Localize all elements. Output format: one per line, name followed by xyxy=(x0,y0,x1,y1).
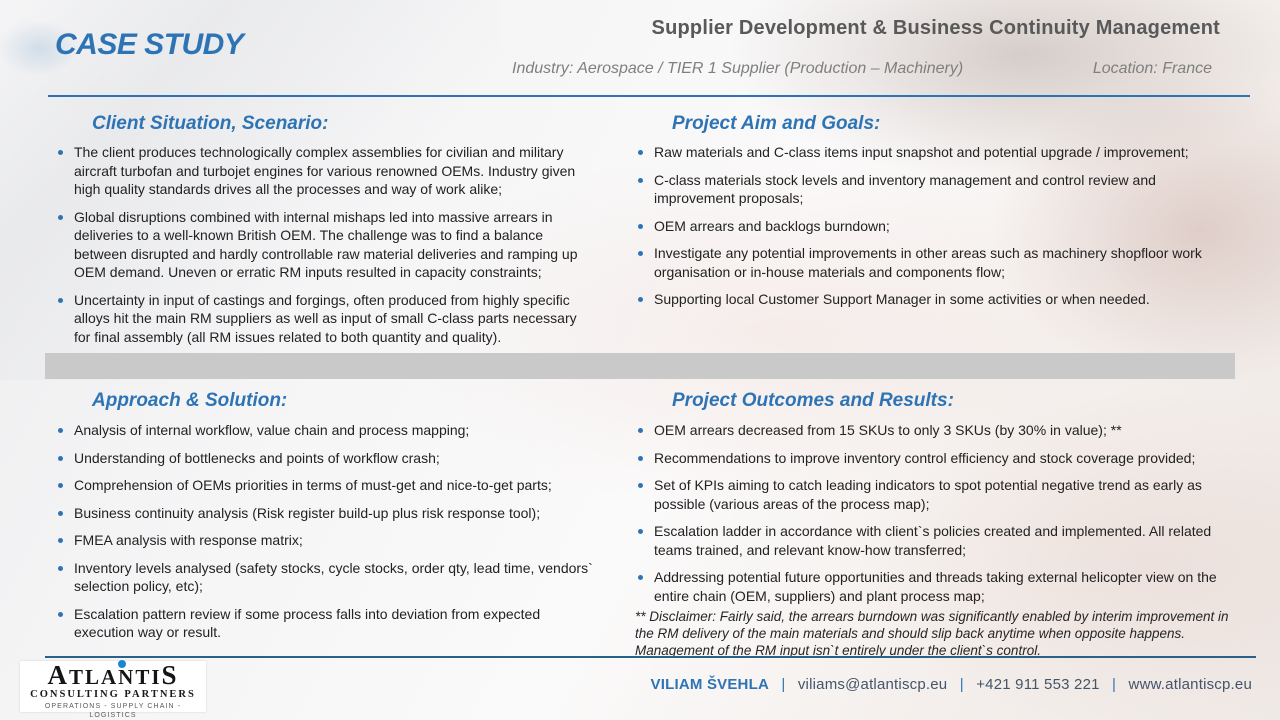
footer-contact: VILIAM ŠVEHLA | viliams@atlantiscp.eu | … xyxy=(651,676,1252,693)
location-label: Location: France xyxy=(1092,60,1212,77)
bullet-icon xyxy=(638,428,643,433)
list-item: Comprehension of OEMs priorities in term… xyxy=(55,476,600,495)
footer-divider-line xyxy=(45,656,1256,658)
bullet-icon xyxy=(638,251,643,256)
background-streak xyxy=(0,0,500,380)
list-item-text: Escalation ladder in accordance with cli… xyxy=(654,523,1212,558)
list-item: OEM arrears decreased from 15 SKUs to on… xyxy=(635,421,1240,440)
bullet-icon xyxy=(638,177,643,183)
bullet-icon xyxy=(638,529,643,534)
disclaimer-note: ** Disclaimer: Fairly said, the arrears … xyxy=(635,609,1229,658)
logo-subtitle: CONSULTING PARTNERS xyxy=(30,689,196,700)
industry-label: Industry: Aerospace / TIER 1 Supplier (P… xyxy=(512,60,964,77)
bullet-icon xyxy=(58,297,63,303)
logo-letter: S xyxy=(161,660,179,690)
bullet-icon xyxy=(58,455,63,461)
bullet-icon xyxy=(58,611,63,617)
list-item: Recommendations to improve inventory con… xyxy=(635,449,1240,468)
approach-solution-list: Analysis of internal workflow, value cha… xyxy=(55,421,600,651)
separator: | xyxy=(959,676,964,693)
list-item-text: Set of KPIs aiming to catch leading indi… xyxy=(654,477,1202,512)
list-item-text: C-class materials stock levels and inven… xyxy=(654,171,1156,207)
list-item-text: OEM arrears decreased from 15 SKUs to on… xyxy=(654,422,1122,438)
list-item-text: Recommendations to improve inventory con… xyxy=(654,449,1196,466)
approach-solution-heading: Approach & Solution: xyxy=(92,390,288,411)
logo-letter: A xyxy=(47,660,69,690)
list-item: Supporting local Customer Support Manage… xyxy=(635,290,1235,309)
list-item-text: Inventory levels analysed (safety stocks… xyxy=(74,559,593,595)
client-situation-list: The client produces technologically comp… xyxy=(55,143,595,355)
bullet-icon xyxy=(58,510,63,516)
list-item-text: Global disruptions combined with interna… xyxy=(74,208,578,281)
list-item-text: Comprehension of OEMs priorities in term… xyxy=(74,477,552,493)
list-item: C-class materials stock levels and inven… xyxy=(635,171,1235,208)
list-item-text: FMEA analysis with response matrix; xyxy=(74,532,303,548)
logo-dot-icon xyxy=(118,660,127,668)
bullet-icon xyxy=(58,538,63,543)
contact-website: www.atlantiscp.eu xyxy=(1128,676,1252,693)
list-item-text: Uncertainty in input of castings and for… xyxy=(74,291,577,345)
contact-name: VILIAM ŠVEHLA xyxy=(650,676,769,693)
logo-wordmark: ATLANTIS xyxy=(47,660,178,689)
project-outcomes-list: OEM arrears decreased from 15 SKUs to on… xyxy=(635,421,1240,614)
list-item: The client produces technologically comp… xyxy=(55,143,595,199)
bullet-icon xyxy=(58,150,63,155)
bullet-icon xyxy=(58,483,63,488)
project-outcomes-heading: Project Outcomes and Results: xyxy=(672,390,954,411)
list-item-text: Understanding of bottlenecks and points … xyxy=(74,449,440,466)
bullet-icon xyxy=(638,223,643,229)
list-item-text: Raw materials and C-class items input sn… xyxy=(654,144,1189,160)
list-item: Business continuity analysis (Risk regis… xyxy=(55,504,600,523)
list-item: Inventory levels analysed (safety stocks… xyxy=(55,559,600,596)
list-item: Raw materials and C-class items input sn… xyxy=(635,143,1235,162)
bullet-icon xyxy=(638,483,643,488)
logo-tagline: OPERATIONS - SUPPLY CHAIN - LOGISTICS xyxy=(44,703,182,719)
list-item: Escalation pattern review if some proces… xyxy=(55,605,600,642)
bullet-icon xyxy=(638,455,643,461)
section-divider-band xyxy=(45,353,1235,379)
list-item: Understanding of bottlenecks and points … xyxy=(55,449,600,468)
list-item: Global disruptions combined with interna… xyxy=(55,208,595,282)
client-situation-heading: Client Situation, Scenario: xyxy=(92,113,329,134)
case-study-label: CASE STUDY xyxy=(55,28,244,61)
bullet-icon xyxy=(58,565,63,571)
list-item-text: The client produces technologically comp… xyxy=(74,144,576,197)
subtitle-row: Industry: Aerospace / TIER 1 Supplier (P… xyxy=(512,60,1212,78)
list-item-text: Investigate any potential improvements i… xyxy=(654,245,1202,280)
separator: | xyxy=(1112,676,1117,693)
list-item: FMEA analysis with response matrix; xyxy=(55,531,600,550)
company-logo: ATLANTIS CONSULTING PARTNERS OPERATIONS … xyxy=(20,660,206,719)
bullet-icon xyxy=(58,214,63,220)
header-divider-line xyxy=(48,95,1250,97)
project-aim-list: Raw materials and C-class items input sn… xyxy=(635,143,1235,318)
page-title: Supplier Development & Business Continui… xyxy=(651,17,1220,39)
bullet-icon xyxy=(58,428,63,433)
list-item-text: OEM arrears and backlogs burndown; xyxy=(654,217,890,234)
list-item: Set of KPIs aiming to catch leading indi… xyxy=(635,476,1240,513)
list-item-text: Escalation pattern review if some proces… xyxy=(74,605,541,641)
contact-phone: +421 911 553 221 xyxy=(976,676,1100,693)
logo-letters: TLANTI xyxy=(68,665,162,689)
list-item-text: Business continuity analysis (Risk regis… xyxy=(74,504,541,521)
list-item: OEM arrears and backlogs burndown; xyxy=(635,217,1235,236)
project-aim-heading: Project Aim and Goals: xyxy=(672,113,881,134)
list-item: Addressing potential future opportunitie… xyxy=(635,568,1240,605)
bullet-icon xyxy=(638,575,643,580)
list-item: Escalation ladder in accordance with cli… xyxy=(635,522,1240,559)
list-item: Analysis of internal workflow, value cha… xyxy=(55,421,600,440)
bullet-icon xyxy=(638,297,643,302)
list-item-text: Analysis of internal workflow, value cha… xyxy=(74,422,470,438)
bullet-icon xyxy=(638,150,643,155)
contact-email: viliams@atlantiscp.eu xyxy=(797,676,948,693)
list-item: Investigate any potential improvements i… xyxy=(635,244,1235,281)
separator: | xyxy=(781,676,786,693)
list-item: Uncertainty in input of castings and for… xyxy=(55,291,595,347)
list-item-text: Addressing potential future opportunitie… xyxy=(654,569,1217,604)
list-item-text: Supporting local Customer Support Manage… xyxy=(654,291,1150,307)
